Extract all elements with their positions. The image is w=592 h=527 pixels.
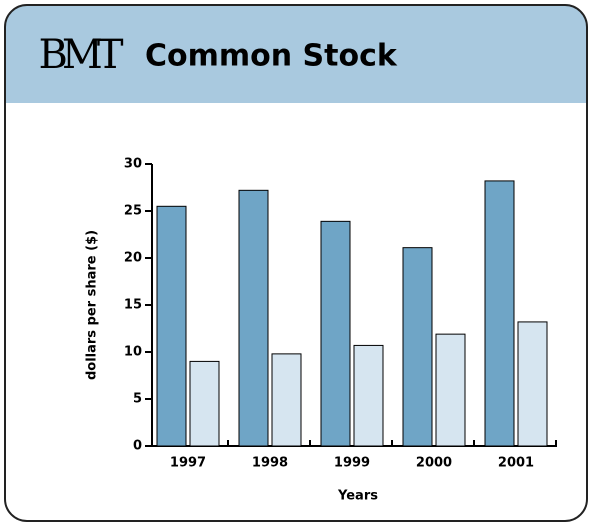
bar [435,333,466,447]
x-tick-label: 1998 [252,456,288,471]
y-tick-label: 25 [124,204,142,219]
bar [353,344,384,447]
x-tick-label: 2000 [416,456,452,471]
bar [402,247,433,447]
x-tick-label: 1997 [170,456,206,471]
bar [517,321,548,447]
y-tick-label: 30 [124,157,142,172]
x-tick-label: 1999 [334,456,370,471]
x-tick-label: 2001 [498,456,534,471]
bar [271,353,302,447]
bar [320,220,351,447]
bar [238,189,269,447]
y-tick-label: 15 [124,298,142,313]
card-border [4,4,588,522]
bar [484,180,515,447]
y-tick-label: 10 [124,345,142,360]
chart-title: Common Stock [145,39,398,74]
header-band [5,5,587,103]
y-tick-label: 20 [124,251,142,266]
logo: BMT [38,32,123,78]
x-axis-label: Years [337,489,378,504]
bar [189,360,220,447]
y-tick-label: 0 [133,439,142,454]
bar [156,205,187,447]
y-axis-label: dollars per share ($) [85,230,100,380]
y-tick-label: 5 [133,392,142,407]
